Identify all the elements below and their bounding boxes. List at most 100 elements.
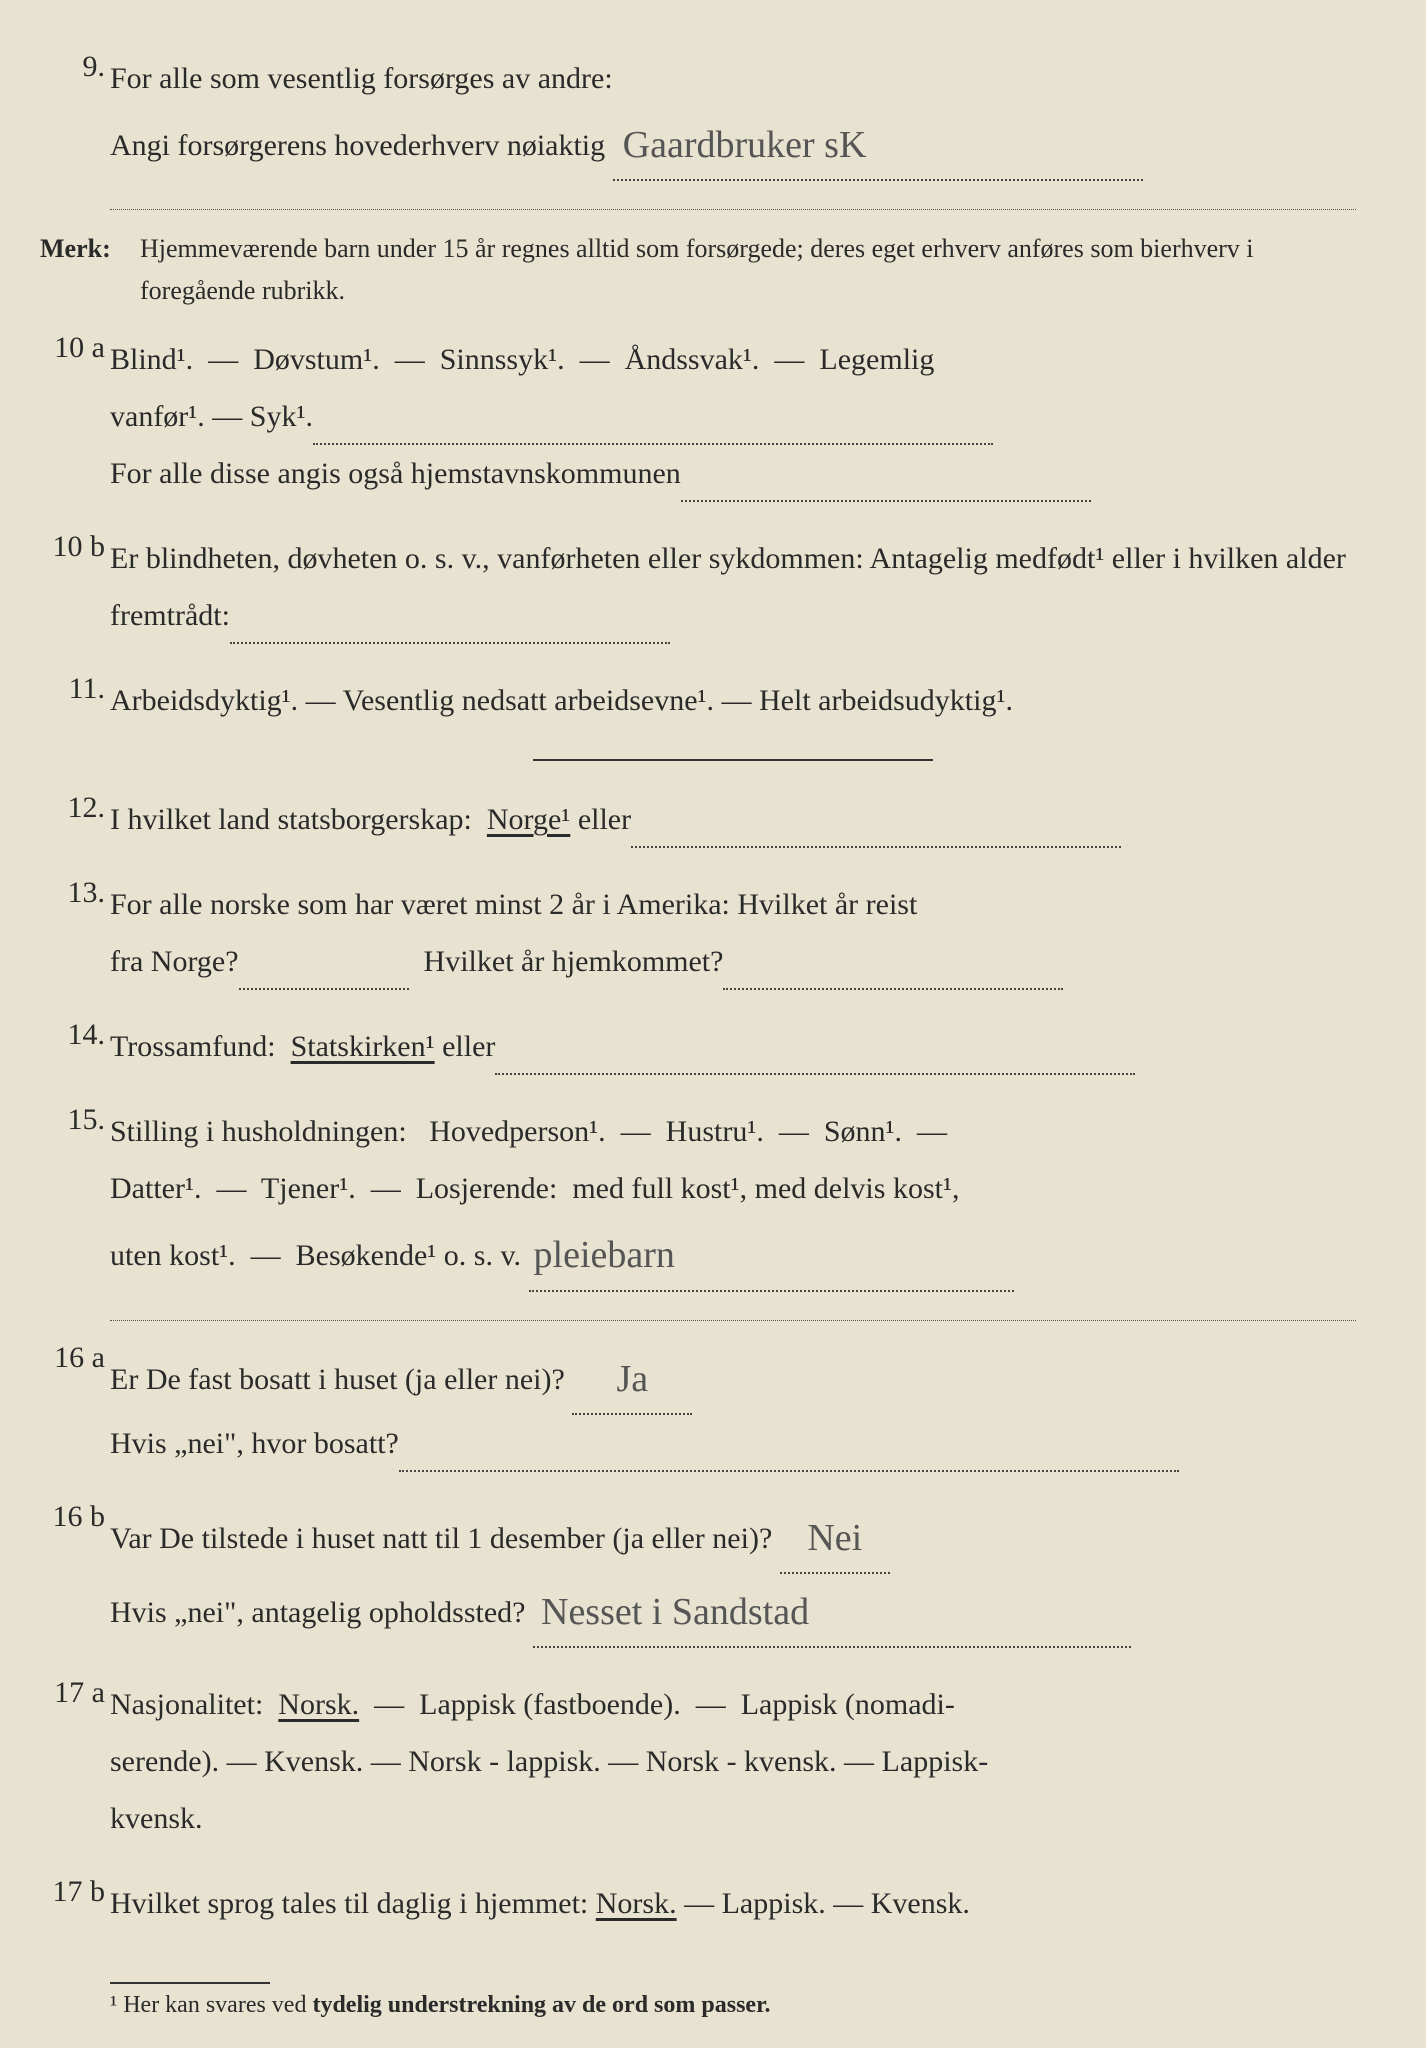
q10b-number: 10 b	[50, 530, 105, 564]
q17b-line: Hvilket sprog tales til daglig i hjemmet…	[110, 1875, 1356, 1932]
q17a-number: 17 a	[50, 1676, 105, 1710]
q14-eller: eller	[442, 1030, 495, 1063]
opt-hustru: Hustru¹.	[666, 1115, 764, 1148]
question-10a: 10 a Blind¹. — Døvstum¹. — Sinnssyk¹. — …	[110, 331, 1356, 502]
q12-eller: eller	[578, 803, 631, 836]
q13-fra-norge: fra Norge?	[110, 945, 239, 978]
q17a-lead: Nasjonalitet:	[110, 1688, 263, 1721]
q16b-line2: Hvis „nei", antagelig opholdssted?	[110, 1596, 526, 1629]
q16b-line1: Var De tilstede i huset natt til 1 desem…	[110, 1500, 1356, 1574]
q12-number: 12.	[50, 791, 105, 825]
q14-text: Trossamfund:	[110, 1030, 276, 1063]
opt-blind: Blind¹.	[110, 343, 193, 376]
opt-sonn: Sønn¹.	[824, 1115, 902, 1148]
q11-line: Arbeidsdyktig¹. — Vesentlig nedsatt arbe…	[110, 672, 1356, 729]
opt-sinnssyk: Sinnssyk¹.	[440, 343, 565, 376]
q16b-answer-field-2[interactable]: Nesset i Sandstad	[533, 1574, 1131, 1648]
question-12: 12. I hvilket land statsborgerskap: Norg…	[110, 791, 1356, 848]
question-15: 15. Stilling i husholdningen: Hovedperso…	[110, 1103, 1356, 1291]
q15-losj-opts: med full kost¹, med delvis kost¹,	[572, 1172, 959, 1205]
opt-arbeidsdyktig: Arbeidsdyktig¹.	[110, 684, 298, 717]
q9-line2-text: Angi forsørgerens hovederhverv nøiaktig	[110, 129, 605, 162]
q15-line3: uten kost¹. — Besøkende¹ o. s. v. pleieb…	[110, 1217, 1356, 1291]
q16a-answer-field[interactable]: Ja	[572, 1341, 692, 1415]
q17a-line1: Nasjonalitet: Norsk. — Lappisk (fastboen…	[110, 1676, 1356, 1733]
q14-fill[interactable]	[495, 1037, 1135, 1075]
q16a-question: Er De fast bosatt i huset (ja eller nei)…	[110, 1363, 565, 1396]
opt-syk: Syk¹.	[250, 400, 313, 433]
q10a-fill[interactable]	[313, 407, 993, 445]
q16a-line2-wrap: Hvis „nei", hvor bosatt?	[110, 1415, 1356, 1472]
q16a-line1: Er De fast bosatt i huset (ja eller nei)…	[110, 1341, 1356, 1415]
census-form-page: 9. For alle som vesentlig forsørges av a…	[0, 0, 1426, 2048]
q17b-number: 17 b	[50, 1875, 105, 1909]
q12-text: I hvilket land statsborgerskap:	[110, 803, 472, 836]
q12-norge: Norge¹	[487, 803, 570, 836]
q14-line: Trossamfund: Statskirken¹ eller	[110, 1018, 1356, 1075]
footnote-text-b: tydelig understrekning av de ord som pas…	[312, 1992, 770, 2018]
question-9: 9. For alle som vesentlig forsørges av a…	[110, 50, 1356, 181]
q9-number: 9.	[50, 50, 105, 84]
footnote-marker: ¹	[110, 1992, 117, 2018]
opt-besokende: Besøkende¹ o. s. v.	[296, 1239, 521, 1272]
q10a-number: 10 a	[50, 331, 105, 365]
q17a-line2: serende). — Kvensk. — Norsk - lappisk. —…	[110, 1733, 1356, 1790]
q15-number: 15.	[50, 1103, 105, 1137]
q15-line1: Stilling i husholdningen: Hovedperson¹. …	[110, 1103, 1356, 1160]
merk-label: Merk:	[40, 228, 111, 270]
q16a-number: 16 a	[50, 1341, 105, 1375]
q15-handwriting: pleiebarn	[534, 1219, 675, 1291]
q13-number: 13.	[50, 876, 105, 910]
q16b-line2-wrap: Hvis „nei", antagelig opholdssted? Nesse…	[110, 1574, 1356, 1648]
q17b-rest: — Lappisk. — Kvensk.	[684, 1887, 970, 1920]
opt-andssvak: Åndssvak¹.	[625, 343, 760, 376]
q17a-line3: kvensk.	[110, 1790, 1356, 1847]
q10b-fill[interactable]	[230, 606, 670, 644]
q9-line2-wrap: Angi forsørgerens hovederhverv nøiaktig …	[110, 107, 1356, 181]
q16b-handwriting-2: Nesset i Sandstad	[541, 1576, 809, 1648]
q10a-line3-wrap: For alle disse angis også hjemstavnskomm…	[110, 445, 1356, 502]
q10a-fill3[interactable]	[681, 464, 1091, 502]
opt-uten-kost: uten kost¹.	[110, 1239, 236, 1272]
opt-dovstum: Døvstum¹.	[253, 343, 380, 376]
section-divider-1	[533, 759, 933, 761]
question-11: 11. Arbeidsdyktig¹. — Vesentlig nedsatt …	[110, 672, 1356, 729]
q10a-line3: For alle disse angis også hjemstavnskomm…	[110, 457, 681, 490]
q11-number: 11.	[50, 672, 105, 706]
q16a-fill[interactable]	[399, 1434, 1179, 1472]
opt-nedsatt: Vesentlig nedsatt arbeidsevne¹.	[343, 684, 714, 717]
q9-line1: For alle som vesentlig forsørges av andr…	[110, 50, 1356, 107]
opt-hovedperson: Hovedperson¹.	[429, 1115, 605, 1148]
footnote: ¹ Her kan svares ved tydelig understrekn…	[110, 1992, 1356, 2019]
opt-udyktig: Helt arbeidsudyktig¹.	[759, 684, 1013, 717]
merk-text: Hjemmeværende barn under 15 år regnes al…	[140, 228, 1356, 311]
question-10b: 10 b Er blindheten, døvheten o. s. v., v…	[110, 530, 1356, 644]
question-17a: 17 a Nasjonalitet: Norsk. — Lappisk (fas…	[110, 1676, 1356, 1847]
q12-fill[interactable]	[631, 810, 1121, 848]
q13-fill2[interactable]	[723, 952, 1063, 990]
q15-answer-field[interactable]: pleiebarn	[529, 1217, 1014, 1291]
question-16a: 16 a Er De fast bosatt i huset (ja eller…	[110, 1341, 1356, 1472]
q16b-answer-field-1[interactable]: Nei	[780, 1500, 890, 1574]
q13-fill1[interactable]	[239, 952, 409, 990]
q16a-line2: Hvis „nei", hvor bosatt?	[110, 1427, 399, 1460]
q15-losjerende: Losjerende:	[416, 1172, 558, 1205]
question-17b: 17 b Hvilket sprog tales til daglig i hj…	[110, 1875, 1356, 1932]
question-16b: 16 b Var De tilstede i huset natt til 1 …	[110, 1500, 1356, 1648]
q14-statskirken: Statskirken¹	[291, 1030, 435, 1063]
opt-tjener: Tjener¹.	[261, 1172, 356, 1205]
q10a-line2: vanfør¹. — Syk¹.	[110, 388, 1356, 445]
q9-handwriting: Gaardbruker sK	[623, 109, 867, 181]
q12-line: I hvilket land statsborgerskap: Norge¹ e…	[110, 791, 1356, 848]
q17a-norsk: Norsk.	[278, 1688, 359, 1721]
q9-answer-field[interactable]: Gaardbruker sK	[613, 107, 1143, 181]
q16b-handwriting-1: Nei	[807, 1502, 862, 1574]
footnote-rule	[110, 1982, 270, 1984]
q15-line2: Datter¹. — Tjener¹. — Losjerende: med fu…	[110, 1160, 1356, 1217]
q16b-question: Var De tilstede i huset natt til 1 desem…	[110, 1522, 772, 1555]
dotted-separator	[110, 1320, 1356, 1321]
q14-number: 14.	[50, 1018, 105, 1052]
q17b-lead: Hvilket sprog tales til daglig i hjemmet…	[110, 1887, 588, 1920]
merk-note: Merk: Hjemmeværende barn under 15 år reg…	[110, 209, 1356, 311]
q10a-line1: Blind¹. — Døvstum¹. — Sinnssyk¹. — Åndss…	[110, 331, 1356, 388]
